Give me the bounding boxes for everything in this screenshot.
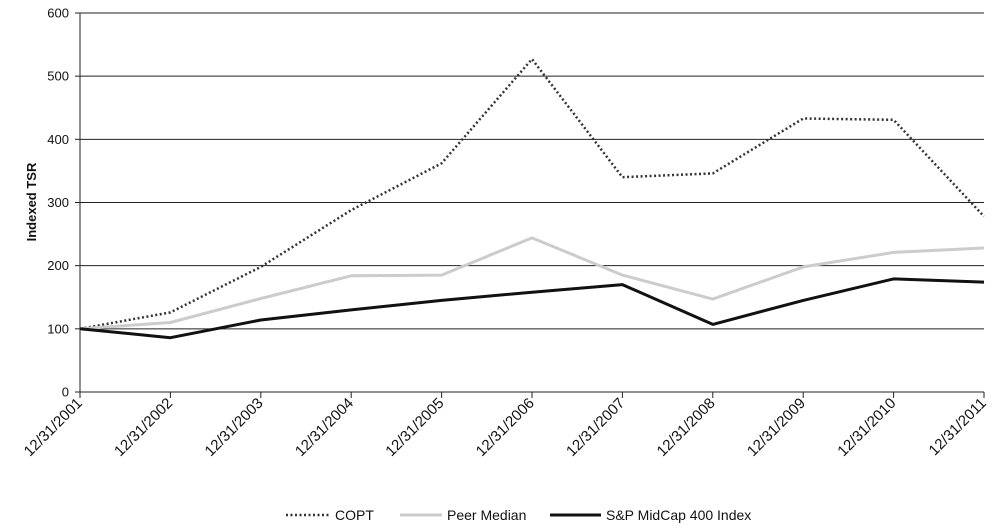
- series-line-0: [79, 57, 985, 331]
- x-tick-label: 12/31/2004: [292, 395, 357, 460]
- x-tick-label: 12/31/2008: [654, 395, 719, 460]
- x-tick-label: 12/31/2005: [382, 395, 447, 460]
- y-tick-label: 100: [47, 321, 69, 336]
- legend-label: Peer Median: [447, 507, 526, 523]
- x-tick-label: 12/31/2007: [563, 395, 628, 460]
- y-tick-label: 600: [47, 6, 69, 21]
- y-axis-title: Indexed TSR: [24, 162, 39, 241]
- y-tick-label: 0: [62, 385, 69, 400]
- series-line-2: [79, 277, 985, 340]
- x-tick-label: 12/31/2011: [926, 395, 990, 459]
- legend-label: S&P MidCap 400 Index: [606, 507, 751, 523]
- gridlines: [80, 12, 984, 330]
- y-tick-label: 400: [47, 132, 69, 147]
- y-tick-label: 200: [47, 258, 69, 273]
- legend-label: COPT: [335, 507, 374, 523]
- series-line-1: [79, 236, 985, 331]
- y-axis-ticks: 0 100 200 300 400 500 600: [47, 6, 80, 400]
- x-tick-label: 12/31/2002: [111, 395, 176, 460]
- x-tick-label: 12/31/2006: [473, 395, 538, 460]
- x-tick-label: 12/31/2010: [834, 395, 899, 460]
- x-tick-label: 12/31/2001: [21, 395, 86, 460]
- legend: COPT Peer Median S&P MidCap 400 Index: [286, 507, 751, 523]
- x-tick-label: 12/31/2009: [744, 395, 809, 460]
- y-tick-label: 500: [47, 69, 69, 84]
- x-tick-label: 12/31/2003: [202, 395, 267, 460]
- series-lines: [79, 57, 985, 340]
- y-tick-label: 300: [47, 195, 69, 210]
- x-axis-ticks: 12/31/2001 12/31/2002 12/31/2003 12/31/2004…: [21, 392, 990, 460]
